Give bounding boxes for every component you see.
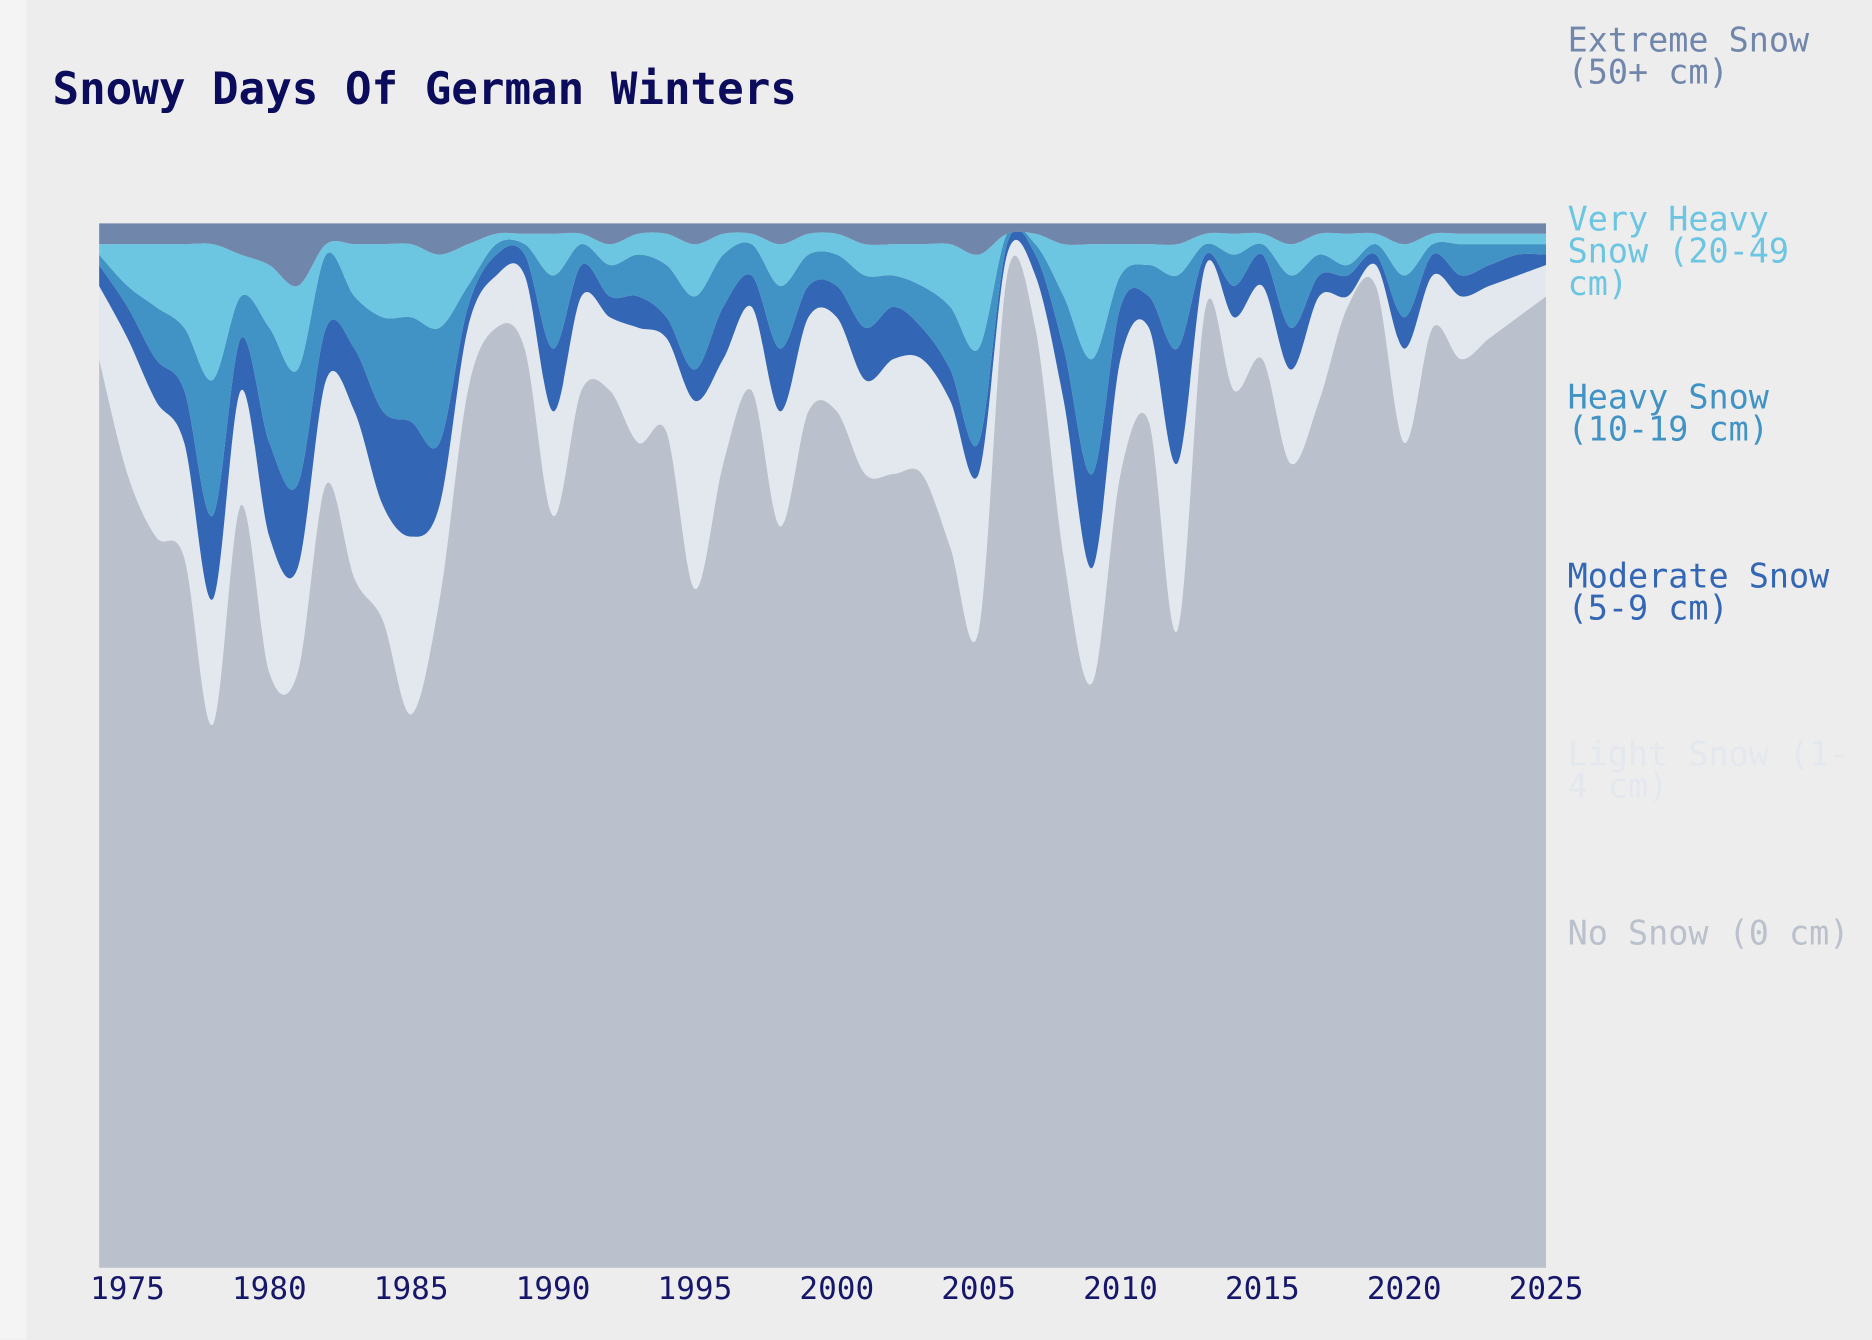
plot-area <box>99 223 1547 1268</box>
x-tick-label: 1980 <box>232 1271 307 1307</box>
legend-label: Moderate Snow (5-9 cm) <box>1567 555 1830 628</box>
chart-title: Snowy Days Of German Winters <box>53 64 797 115</box>
x-tick-label: 2015 <box>1225 1271 1300 1307</box>
legend-label: Very Heavy Snow (20-49 cm) <box>1567 198 1789 303</box>
margin-strip <box>0 0 27 1340</box>
x-tick-label: 2020 <box>1367 1271 1442 1307</box>
x-tick-label: 1985 <box>374 1271 449 1307</box>
area <box>99 229 1547 600</box>
x-tick-label: 1995 <box>658 1271 733 1307</box>
x-tick-label: 2010 <box>1083 1271 1158 1307</box>
area <box>99 226 1547 380</box>
legend-label: Extreme Snow (50+ cm) <box>1567 20 1810 92</box>
x-tick-label: 1990 <box>516 1271 591 1307</box>
x-tick-label: 2000 <box>799 1271 874 1307</box>
area <box>99 239 1547 725</box>
legend-label: No Snow (0 cm) <box>1567 912 1850 953</box>
x-tick-label: 2025 <box>1509 1271 1584 1307</box>
area <box>99 223 1547 287</box>
legend-label: Heavy Snow (10-19 cm) <box>1567 377 1769 449</box>
area <box>99 226 1547 516</box>
area <box>99 255 1547 1268</box>
legend-label: Light Snow (1-4 cm) <box>1567 734 1850 806</box>
x-tick-label: 1975 <box>90 1271 165 1307</box>
x-tick-label: 2005 <box>941 1271 1016 1307</box>
